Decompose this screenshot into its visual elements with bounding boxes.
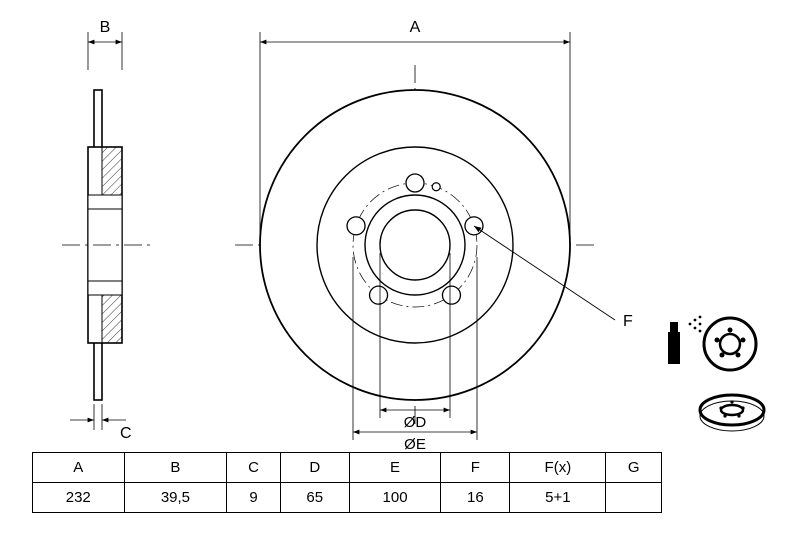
label-F: F [623,313,633,330]
locator-pin-hole [432,183,440,191]
cell: 65 [280,483,349,513]
cell: 9 [227,483,280,513]
cell: 232 [33,483,125,513]
label-B: B [100,19,111,36]
label-D: ØD [404,414,427,431]
col-header: E [349,453,441,483]
cell [606,483,662,513]
col-header: C [227,453,280,483]
feature-icons [662,310,772,440]
col-header: F [441,453,510,483]
label-C: C [120,425,132,442]
col-header: D [280,453,349,483]
drawing-canvas: B C [0,0,800,533]
label-E: ØE [404,436,426,453]
col-header: B [124,453,227,483]
front-view [235,65,595,425]
table-row: 232 39,5 9 65 100 16 5+1 [33,483,662,513]
col-header: A [33,453,125,483]
cell: 5+1 [510,483,606,513]
cell: 100 [349,483,441,513]
dimension-B: B [88,19,122,70]
col-header: F(x) [510,453,606,483]
cell: 39,5 [124,483,227,513]
dimension-C: C [70,404,132,442]
table-header-row: A B C D E F F(x) G [33,453,662,483]
cell: 16 [441,483,510,513]
spray-coating-icon [668,316,756,370]
dimensions-table: A B C D E F F(x) G 232 39,5 9 65 100 16 … [32,452,662,513]
label-A: A [410,19,421,36]
solid-disc-icon [700,395,764,431]
side-view [62,90,155,400]
col-header: G [606,453,662,483]
